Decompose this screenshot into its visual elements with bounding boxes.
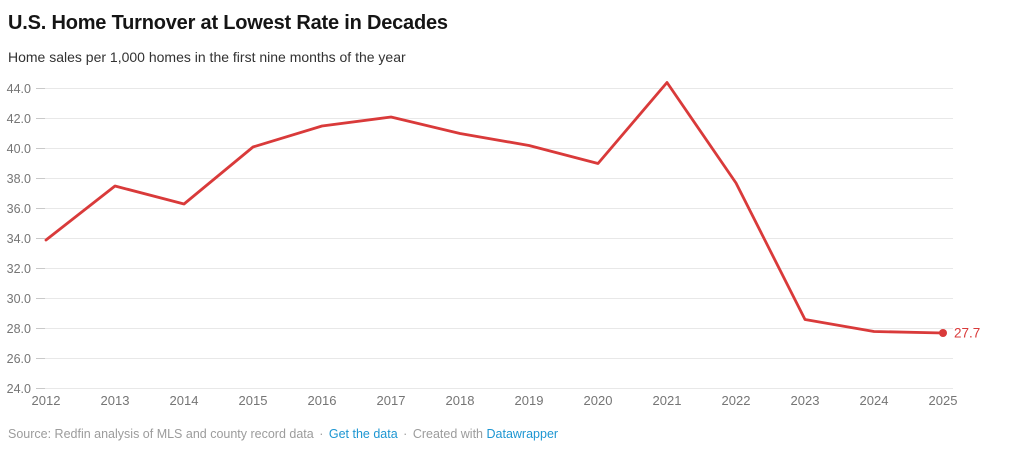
x-tick-label: 2013 <box>101 393 130 408</box>
created-with-text: Created with <box>412 427 484 441</box>
datawrapper-link[interactable]: Datawrapper <box>486 427 559 441</box>
y-tick-label: 40.0 <box>7 142 31 156</box>
footer-separator: · <box>319 427 324 441</box>
x-tick-label: 2024 <box>860 393 889 408</box>
y-tick-label: 42.0 <box>7 112 31 126</box>
x-tick-label: 2018 <box>446 393 475 408</box>
x-tick-label: 2015 <box>239 393 268 408</box>
x-tick-label: 2023 <box>791 393 820 408</box>
source-text: Source: Redfin analysis of MLS and count… <box>8 427 314 441</box>
y-tick-label: 34.0 <box>7 232 31 246</box>
chart-subtitle: Home sales per 1,000 homes in the first … <box>8 49 406 65</box>
y-tick-label: 36.0 <box>7 202 31 216</box>
x-tick-label: 2012 <box>32 393 61 408</box>
chart-title: U.S. Home Turnover at Lowest Rate in Dec… <box>8 12 448 34</box>
x-tick-label: 2022 <box>722 393 751 408</box>
x-tick-label: 2025 <box>929 393 958 408</box>
footer: Source: Redfin analysis of MLS and count… <box>8 427 558 441</box>
footer-separator: · <box>403 427 408 441</box>
y-tick-label: 26.0 <box>7 352 31 366</box>
line-chart: 44.0 42.0 40.0 38.0 36.0 34.0 32.0 30.0 28.0 26.0… <box>7 81 980 408</box>
x-tick-label: 2020 <box>584 393 613 408</box>
x-tick-label: 2019 <box>515 393 544 408</box>
x-tick-label: 2016 <box>308 393 337 408</box>
end-point-dot <box>939 329 947 337</box>
x-tick-label: 2021 <box>653 393 682 408</box>
x-tick-label: 2014 <box>170 393 199 408</box>
y-tick-label: 32.0 <box>7 262 31 276</box>
data-line <box>44 81 945 335</box>
y-tick-label: 28.0 <box>7 322 31 336</box>
get-data-link[interactable]: Get the data <box>328 427 398 441</box>
y-tick-label: 30.0 <box>7 292 31 306</box>
y-tick-label: 38.0 <box>7 172 31 186</box>
end-value-label: 27.7 <box>954 326 980 341</box>
y-tick-label: 24.0 <box>7 382 31 396</box>
x-tick-label: 2017 <box>377 393 406 408</box>
y-tick-label: 44.0 <box>7 82 31 96</box>
